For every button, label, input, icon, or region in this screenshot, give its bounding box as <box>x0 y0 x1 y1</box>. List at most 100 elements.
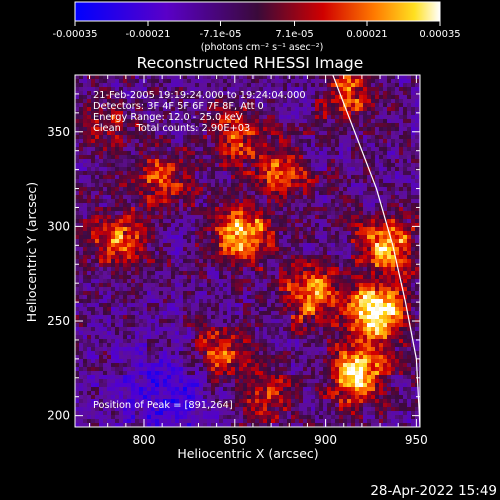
heatmap-cell <box>283 75 288 80</box>
heatmap-cell <box>303 235 308 240</box>
heatmap-cell <box>83 75 88 80</box>
heatmap-cell <box>147 231 152 236</box>
heatmap-cell <box>215 203 220 208</box>
heatmap-cell <box>127 299 132 304</box>
heatmap-cell <box>295 151 300 156</box>
heatmap-cell <box>295 287 300 292</box>
heatmap-cell <box>259 231 264 236</box>
heatmap-cell <box>223 119 228 124</box>
heatmap-cell <box>131 91 136 96</box>
heatmap-cell <box>251 279 256 284</box>
heatmap-cell <box>263 91 268 96</box>
heatmap-cell <box>351 291 356 296</box>
heatmap-cell <box>151 171 156 176</box>
heatmap-cell <box>111 151 116 156</box>
heatmap-cell <box>139 215 144 220</box>
heatmap-cell <box>131 87 136 92</box>
heatmap-cell <box>275 155 280 160</box>
heatmap-cell <box>367 91 372 96</box>
heatmap-cell <box>243 223 248 228</box>
heatmap-cell <box>91 207 96 212</box>
heatmap-cell <box>171 207 176 212</box>
heatmap-cell <box>251 151 256 156</box>
heatmap-cell <box>351 279 356 284</box>
heatmap-cell <box>263 103 268 108</box>
heatmap-cell <box>147 235 152 240</box>
heatmap-cell <box>87 91 92 96</box>
heatmap-cell <box>195 175 200 180</box>
heatmap-cell <box>75 87 80 92</box>
heatmap-cell <box>299 119 304 124</box>
heatmap-cell <box>315 259 320 264</box>
heatmap-cell <box>159 211 164 216</box>
heatmap-cell <box>139 175 144 180</box>
heatmap-cell <box>371 135 376 140</box>
heatmap-cell <box>311 103 316 108</box>
heatmap-cell <box>87 103 92 108</box>
heatmap-cell <box>275 191 280 196</box>
heatmap-cell <box>335 187 340 192</box>
heatmap-cell <box>267 155 272 160</box>
heatmap-cell <box>407 99 412 104</box>
heatmap-cell <box>147 279 152 284</box>
heatmap-cell <box>383 207 388 212</box>
heatmap-cell <box>99 263 104 268</box>
heatmap-cell <box>191 167 196 172</box>
heatmap-cell <box>407 263 412 268</box>
heatmap-cell <box>267 255 272 260</box>
heatmap-cell <box>143 163 148 168</box>
heatmap-cell <box>99 115 104 120</box>
heatmap-cell <box>335 155 340 160</box>
heatmap-cell <box>295 215 300 220</box>
heatmap-cell <box>315 87 320 92</box>
heatmap-cell <box>331 147 336 152</box>
heatmap-cell <box>255 91 260 96</box>
heatmap-cell <box>403 147 408 152</box>
heatmap-cell <box>363 251 368 256</box>
heatmap-cell <box>271 79 276 84</box>
heatmap-cell <box>363 295 368 300</box>
heatmap-cell <box>399 151 404 156</box>
heatmap-cell <box>223 203 228 208</box>
heatmap-cell <box>271 103 276 108</box>
heatmap-cell <box>143 223 148 228</box>
heatmap-cell <box>75 143 80 148</box>
heatmap-cell <box>87 203 92 208</box>
heatmap-cell <box>243 275 248 280</box>
heatmap-cell <box>375 167 380 172</box>
heatmap-cell <box>251 131 256 136</box>
heatmap-cell <box>179 83 184 88</box>
heatmap-cell <box>115 99 120 104</box>
heatmap-cell <box>187 223 192 228</box>
heatmap-cell <box>175 175 180 180</box>
heatmap-cell <box>227 171 232 176</box>
heatmap-cell <box>231 147 236 152</box>
heatmap-cell <box>267 107 272 112</box>
heatmap-cell <box>279 271 284 276</box>
heatmap-cell <box>303 163 308 168</box>
heatmap-cell <box>391 175 396 180</box>
heatmap-cell <box>403 243 408 248</box>
heatmap-cell <box>79 83 84 88</box>
heatmap-cell <box>411 167 416 172</box>
heatmap-cell <box>359 219 364 224</box>
heatmap-cell <box>167 143 172 148</box>
heatmap-cell <box>395 231 400 236</box>
heatmap-cell <box>303 203 308 208</box>
heatmap-cell <box>343 87 348 92</box>
heatmap-cell <box>123 91 128 96</box>
heatmap-cell <box>383 167 388 172</box>
heatmap-cell <box>215 263 220 268</box>
heatmap-cell <box>411 287 416 292</box>
heatmap-cell <box>151 271 156 276</box>
heatmap-cell <box>351 83 356 88</box>
heatmap-cell <box>175 291 180 296</box>
heatmap-cell <box>415 271 420 276</box>
heatmap-cell <box>255 283 260 288</box>
heatmap-cell <box>75 215 80 220</box>
heatmap-cell <box>195 179 200 184</box>
heatmap-cell <box>347 295 352 300</box>
heatmap-cell <box>235 147 240 152</box>
heatmap-cell <box>307 111 312 116</box>
heatmap-cell <box>335 79 340 84</box>
